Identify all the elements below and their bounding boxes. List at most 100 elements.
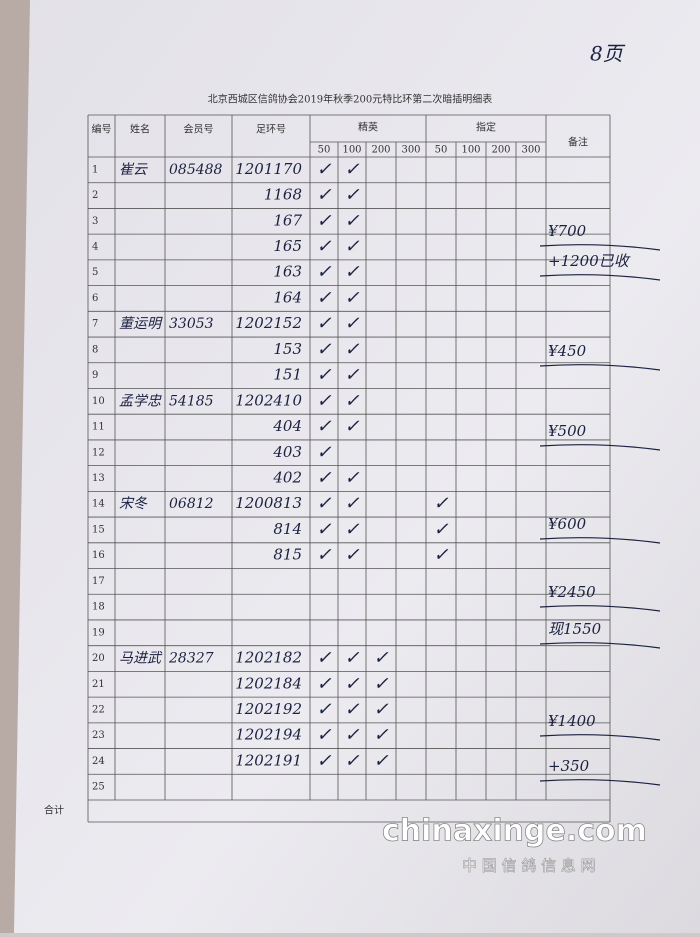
remark-note: +1200已收 [548, 252, 631, 270]
check-mark: ✓ [344, 262, 359, 283]
row-number: 21 [92, 679, 105, 690]
check-mark: ✓ [344, 313, 359, 334]
check-mark: ✓ [316, 750, 331, 771]
ring-cell: 1168 [264, 186, 302, 204]
check-mark: ✓ [344, 648, 359, 669]
header-cell: 200 [491, 145, 510, 156]
check-mark: ✓ [344, 699, 359, 720]
row-number: 6 [92, 293, 98, 304]
watermark-site: chinaxinge.com [382, 814, 647, 849]
check-mark: ✓ [344, 236, 359, 257]
row-number: 12 [92, 447, 105, 458]
check-mark: ✓ [316, 339, 331, 360]
check-mark: ✓ [316, 159, 331, 180]
ring-cell: 164 [273, 288, 302, 306]
check-mark: ✓ [373, 648, 388, 669]
check-mark: ✓ [316, 699, 331, 720]
header-cell: 50 [318, 145, 331, 156]
check-mark: ✓ [433, 519, 448, 540]
ring-cell: 1201170 [235, 160, 302, 178]
row-number: 11 [92, 422, 105, 433]
ring-cell: 404 [272, 417, 302, 435]
name-cell: 孟学忠 [119, 393, 162, 409]
ring-cell: 1202152 [235, 314, 302, 332]
header-cell: 会员号 [184, 123, 214, 136]
check-mark: ✓ [344, 416, 359, 437]
check-mark: ✓ [316, 493, 331, 514]
name-cell: 马进武 [119, 651, 163, 667]
check-mark: ✓ [344, 365, 359, 386]
row-number: 4 [92, 242, 98, 253]
row-number: 16 [92, 550, 105, 561]
ring-cell: 163 [273, 263, 302, 281]
ring-cell: 165 [273, 237, 302, 255]
check-mark: ✓ [344, 390, 359, 411]
member-cell: 54185 [169, 393, 214, 409]
name-cell: 崔云 [119, 162, 148, 178]
paper [14, 0, 700, 933]
remark-note: ¥700 [548, 222, 587, 240]
header-cell: 足环号 [256, 124, 286, 136]
check-mark: ✓ [316, 416, 331, 437]
row-number: 13 [92, 473, 105, 484]
check-mark: ✓ [373, 750, 388, 771]
ring-cell: 1202410 [235, 391, 302, 409]
form-title: 北京西城区信鸽协会2019年秋季200元特比环第二次暗插明细表 [208, 93, 493, 106]
check-mark: ✓ [316, 648, 331, 669]
pen-stroke [539, 274, 661, 281]
row-number: 14 [92, 499, 105, 510]
row-number: 1 [92, 164, 98, 175]
ring-cell: 814 [273, 520, 302, 538]
remark-note: +350 [548, 757, 590, 775]
member-cell: 33053 [169, 316, 214, 332]
check-mark: ✓ [373, 699, 388, 720]
row-number: 7 [92, 319, 98, 330]
pen-stroke [539, 444, 661, 451]
member-cell: 28327 [168, 651, 214, 667]
row-number: 25 [92, 782, 105, 793]
ring-cell: 1202194 [235, 726, 302, 744]
check-mark: ✓ [316, 287, 331, 308]
check-mark: ✓ [344, 725, 359, 746]
header-cell: 300 [521, 145, 540, 156]
check-mark: ✓ [344, 750, 359, 771]
row-number: 15 [92, 524, 105, 535]
remark-note: ¥500 [548, 422, 587, 440]
row-number: 18 [92, 602, 105, 613]
header-cell: 50 [435, 145, 448, 156]
check-mark: ✓ [316, 442, 331, 463]
header-cell: 100 [342, 145, 361, 156]
header-cell: 指定 [476, 121, 496, 134]
row-number: 24 [92, 756, 105, 767]
header-cell: 备注 [568, 136, 588, 149]
ring-cell: 1202192 [235, 700, 302, 718]
row-number: 3 [92, 216, 98, 227]
row-number: 8 [92, 344, 98, 355]
check-mark: ✓ [344, 159, 359, 180]
row-number: 9 [92, 370, 98, 381]
check-mark: ✓ [344, 287, 359, 308]
row-number: 5 [92, 267, 98, 278]
total-label: 合计 [44, 804, 64, 817]
header-cell: 200 [371, 145, 390, 156]
pen-stroke [539, 605, 661, 612]
header-cell: 100 [461, 145, 480, 156]
ring-cell: 815 [273, 546, 302, 564]
pen-stroke [539, 642, 661, 649]
check-mark: ✓ [344, 519, 359, 540]
row-number: 2 [92, 190, 98, 201]
ring-cell: 1200813 [235, 494, 302, 512]
pen-stroke [539, 537, 661, 544]
remark-note: ¥450 [548, 342, 587, 360]
check-mark: ✓ [316, 210, 331, 231]
row-number: 22 [92, 704, 105, 715]
check-mark: ✓ [316, 185, 331, 206]
check-mark: ✓ [344, 339, 359, 360]
pen-stroke [539, 734, 661, 741]
header-cell: 300 [401, 145, 420, 156]
name-cell: 董运明 [119, 316, 163, 332]
remark-note: 现1550 [548, 620, 602, 638]
header-cell: 姓名 [130, 123, 150, 136]
ring-cell: 151 [273, 366, 302, 384]
